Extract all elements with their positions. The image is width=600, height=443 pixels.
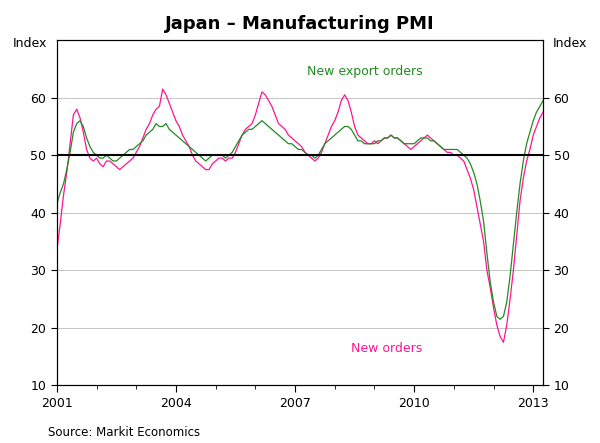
Title: Japan – Manufacturing PMI: Japan – Manufacturing PMI xyxy=(165,15,435,33)
Text: New export orders: New export orders xyxy=(307,65,422,78)
Text: Source: Markit Economics: Source: Markit Economics xyxy=(48,426,200,439)
Text: New orders: New orders xyxy=(350,342,422,355)
Y-axis label: Index: Index xyxy=(553,37,587,50)
Y-axis label: Index: Index xyxy=(13,37,47,50)
